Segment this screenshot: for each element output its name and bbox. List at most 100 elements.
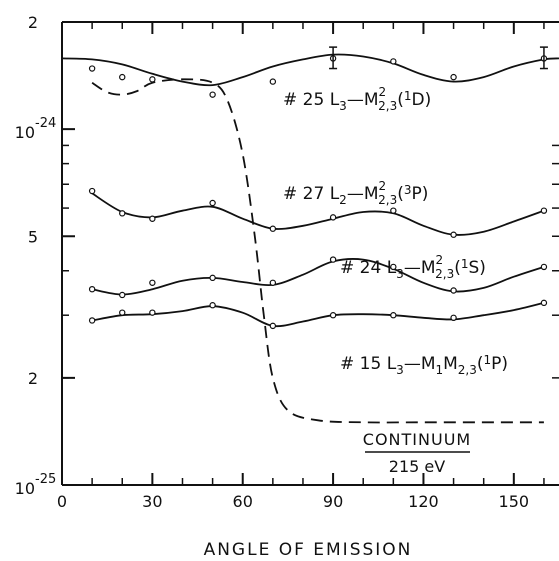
data-point	[269, 225, 277, 232]
term-sup: 1	[461, 257, 469, 271]
series-label: # 25 L3—M2 2,3(1D)	[283, 85, 431, 113]
data-point	[269, 322, 277, 330]
data-point	[450, 73, 457, 81]
shell-left: L	[387, 258, 397, 278]
series-number: # 24	[340, 258, 387, 278]
data-point	[269, 78, 277, 85]
x-tick-label: 90	[323, 492, 343, 511]
term-sup: 1	[484, 353, 492, 367]
shell-m-sub: 1	[435, 363, 443, 377]
term-letter: P)	[412, 184, 429, 204]
data-point	[450, 231, 457, 238]
x-tick-label: 60	[233, 492, 253, 511]
y-tick-label-exponent: -25	[35, 472, 56, 487]
shell-m-sup: 2	[378, 85, 386, 99]
term-sup: 3	[404, 183, 412, 197]
data-point	[88, 187, 96, 195]
y-tick-label: 10	[15, 479, 35, 498]
series-number: # 15	[340, 354, 387, 374]
shell-left-sub: 3	[396, 363, 404, 377]
data-point	[119, 210, 126, 217]
term-open: (	[454, 258, 461, 278]
y-tick-label: 2	[28, 369, 38, 388]
data-point	[149, 215, 156, 222]
x-tick-label: 0	[57, 492, 67, 511]
data-point	[390, 312, 397, 319]
data-point	[149, 279, 156, 286]
continuum-label: CONTINUUM	[363, 430, 471, 449]
data-point	[450, 314, 457, 322]
term-open: (	[477, 354, 484, 374]
term-letter: S)	[469, 258, 486, 278]
shell-m2-sub: 2,3	[458, 363, 477, 377]
data-point	[269, 279, 277, 286]
data-point	[540, 207, 548, 214]
shell-m2: M	[443, 354, 458, 374]
x-axis-label: ANGLE OF EMISSION	[204, 540, 413, 560]
series-number: # 25	[283, 90, 330, 110]
series-curve	[91, 301, 545, 328]
series-label: # 15 L3—M1M2,3(1P)	[340, 353, 508, 377]
data-point	[329, 214, 337, 221]
series-number: # 27	[283, 184, 330, 204]
data-point	[540, 263, 548, 271]
shell-left: L	[330, 184, 340, 204]
shell-m-sub: 2,3	[435, 267, 454, 281]
shell-m-sub: 2,3	[378, 99, 397, 113]
dash: —	[347, 184, 364, 204]
data-point	[119, 309, 126, 316]
shell-m-sup: 2	[435, 253, 443, 267]
y-tick-label: 10	[15, 123, 35, 142]
data-point	[209, 302, 216, 309]
data-point	[149, 309, 156, 316]
data-point	[390, 207, 397, 214]
x-tick-label: 30	[142, 492, 162, 511]
series-curve	[91, 258, 545, 296]
series-label: # 24 L3—M2 2,3(1S)	[340, 253, 486, 281]
data-point	[450, 287, 457, 294]
data-point	[390, 263, 397, 271]
shell-left-sub: 3	[339, 99, 347, 113]
curves	[61, 53, 559, 424]
shell-m-sub: 2,3	[378, 193, 397, 207]
shell-left-sub: 2	[339, 193, 347, 207]
term-sup: 1	[404, 89, 412, 103]
shell-m: M	[364, 184, 379, 204]
shell-m: M	[421, 354, 436, 374]
series-curve	[91, 78, 544, 424]
shell-m: M	[364, 90, 379, 110]
y-tick-label: 5	[28, 227, 38, 246]
series-curve	[91, 192, 545, 236]
data-point	[209, 199, 216, 207]
term-letter: P)	[491, 354, 508, 374]
axes	[61, 21, 559, 486]
shell-left: L	[330, 90, 340, 110]
data-point	[119, 291, 126, 299]
dash: —	[347, 90, 364, 110]
dash: —	[404, 354, 421, 374]
y-tick-label: 2	[28, 13, 38, 32]
series-label: # 27 L2—M2 2,3(3P)	[283, 179, 428, 207]
data-point	[88, 285, 96, 293]
data-point	[209, 91, 216, 98]
data-point	[88, 317, 96, 324]
shell-left-sub: 3	[396, 267, 404, 281]
data-point	[540, 299, 548, 307]
shell-m-sup: 2	[378, 179, 386, 193]
series-curve	[61, 53, 559, 87]
term-open: (	[397, 184, 404, 204]
data-point	[329, 256, 337, 263]
term-letter: D)	[412, 90, 432, 110]
dash: —	[404, 258, 421, 278]
shell-left: L	[387, 354, 397, 374]
data-point	[209, 274, 216, 282]
x-tick-label: 120	[408, 492, 439, 511]
shell-m: M	[421, 258, 436, 278]
y-tick-label-exponent: -24	[35, 116, 56, 131]
term-open: (	[397, 90, 404, 110]
data-point	[390, 58, 397, 65]
data-point	[149, 76, 156, 83]
x-tick-label: 150	[499, 492, 530, 511]
